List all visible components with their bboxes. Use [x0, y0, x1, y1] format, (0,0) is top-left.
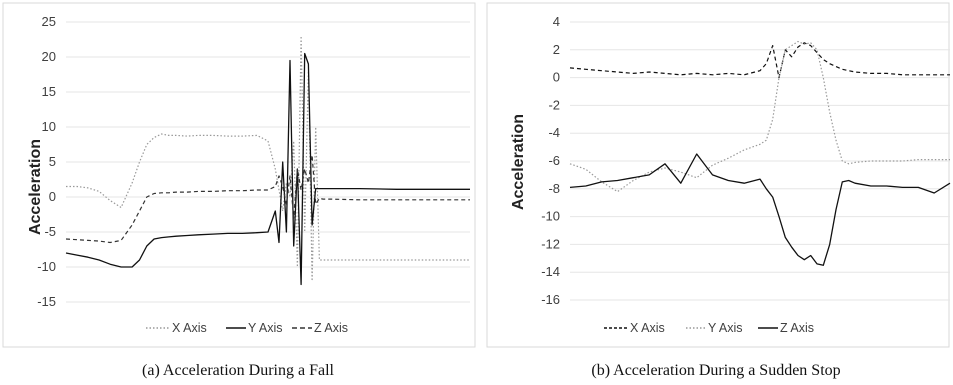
- y-tick-label: -6: [548, 153, 560, 168]
- y-tick-label: -5: [44, 224, 56, 239]
- legend-b-y-label: Y Axis: [708, 321, 743, 335]
- y-tick-label: 20: [42, 49, 56, 64]
- panel-a-frame: [2, 2, 476, 348]
- legend-b-z-label: Z Axis: [780, 321, 814, 335]
- y-tick-label: 25: [42, 14, 56, 29]
- series-line-z-axis: [65, 154, 470, 244]
- legend-a-x-label: X Axis: [172, 321, 207, 335]
- legend-a-y-label: Y Axis: [248, 321, 283, 335]
- panel-b: 4 2 0 -2 -4 -6 -8 -10 -12 -14 -16 Acceleration X A…: [486, 2, 951, 348]
- panel-b-frame: [486, 2, 950, 348]
- y-tick-label: -8: [548, 181, 560, 196]
- panel-b-series: [569, 40, 951, 266]
- y-tick-label: 5: [49, 154, 56, 169]
- panel-a-gridlines: [66, 21, 470, 303]
- series-line-x-axis: [569, 42, 950, 79]
- y-tick-label: -15: [37, 294, 56, 309]
- y-tick-label: -4: [548, 125, 560, 140]
- panel-a-y-ticks: 25 20 15 10 5 0 -5 -10 -15: [37, 14, 56, 309]
- series-line-x-axis: [66, 35, 470, 282]
- y-tick-label: -14: [541, 264, 560, 279]
- caption-a: (a) Acceleration During a Fall: [142, 362, 334, 379]
- y-tick-label: 0: [553, 70, 560, 85]
- panel-a: 25 20 15 10 5 0 -5 -10 -15 Acceleration X Axis Y…: [2, 2, 476, 348]
- y-tick-label: -16: [541, 292, 560, 307]
- y-tick-label: 15: [42, 84, 56, 99]
- y-tick-label: 10: [42, 119, 56, 134]
- panel-b-gridlines: [570, 21, 950, 301]
- y-tick-label: -2: [548, 97, 560, 112]
- y-tick-label: 2: [553, 42, 560, 57]
- panel-b-y-ticks: 4 2 0 -2 -4 -6 -8 -10 -12 -14 -16: [541, 14, 560, 307]
- y-tick-label: 4: [553, 14, 560, 29]
- y-tick-label: -10: [37, 259, 56, 274]
- series-line-z-axis: [569, 153, 951, 266]
- panel-a-legend: X Axis Y Axis Z Axis: [146, 321, 348, 335]
- y-tick-label: 0: [49, 189, 56, 204]
- panel-a-y-axis-label: Acceleration: [27, 139, 44, 235]
- legend-a-z-label: Z Axis: [314, 321, 348, 335]
- panel-a-series: [65, 35, 470, 286]
- legend-b-x-label: X Axis: [630, 321, 665, 335]
- caption-b: (b) Acceleration During a Sudden Stop: [591, 362, 840, 379]
- panel-b-legend: X Axis Y Axis Z Axis: [604, 321, 814, 335]
- series-line-y-axis: [65, 52, 470, 286]
- y-tick-label: -10: [541, 209, 560, 224]
- panel-b-y-axis-label: Acceleration: [510, 114, 527, 210]
- y-tick-label: -12: [541, 236, 560, 251]
